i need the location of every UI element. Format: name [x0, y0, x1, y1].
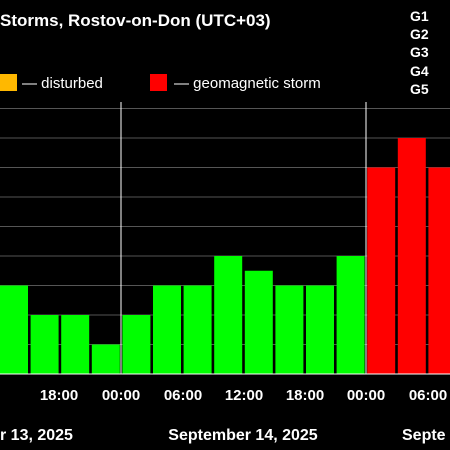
- g-scale-label-g1: G1: [410, 8, 429, 24]
- x-tick-label: 12:00: [225, 387, 263, 404]
- g-scale-label-g3: G3: [410, 44, 429, 60]
- legend-disturbed-swatch: [0, 74, 17, 91]
- bar: [428, 167, 450, 374]
- bar: [275, 285, 304, 374]
- bar: [0, 285, 28, 374]
- legend-storm-swatch: [150, 74, 167, 91]
- bar: [153, 285, 181, 374]
- legend-storm-label: — geomagnetic storm: [174, 75, 321, 92]
- x-tick-label: 06:00: [409, 387, 447, 404]
- legend-disturbed-label: — disturbed: [22, 75, 103, 92]
- x-tick-label: 18:00: [286, 387, 324, 404]
- bar: [30, 315, 59, 374]
- x-tick-label: 00:00: [102, 387, 140, 404]
- g-scale-label-g2: G2: [410, 26, 429, 42]
- bar: [244, 270, 273, 374]
- bar: [122, 315, 151, 374]
- bar: [91, 344, 120, 374]
- x-tick-label: 06:00: [164, 387, 202, 404]
- bar: [61, 315, 90, 374]
- x-tick-label: 00:00: [347, 387, 385, 404]
- g-scale-label-g5: G5: [410, 81, 429, 97]
- date-label-sep13: r 13, 2025: [0, 427, 73, 444]
- bar: [214, 256, 243, 374]
- date-label-sep14: September 14, 2025: [168, 427, 318, 444]
- chart-title: Storms, Rostov-on-Don (UTC+03): [0, 11, 271, 30]
- bar: [183, 285, 212, 374]
- bar: [397, 138, 426, 374]
- g-scale-label-g4: G4: [410, 63, 429, 79]
- bar: [336, 256, 365, 374]
- x-tick-label: 18:00: [40, 387, 78, 404]
- bars-group: [0, 138, 450, 374]
- bar: [367, 167, 396, 374]
- date-label-sep15: Septe: [402, 427, 446, 444]
- bar: [306, 285, 334, 374]
